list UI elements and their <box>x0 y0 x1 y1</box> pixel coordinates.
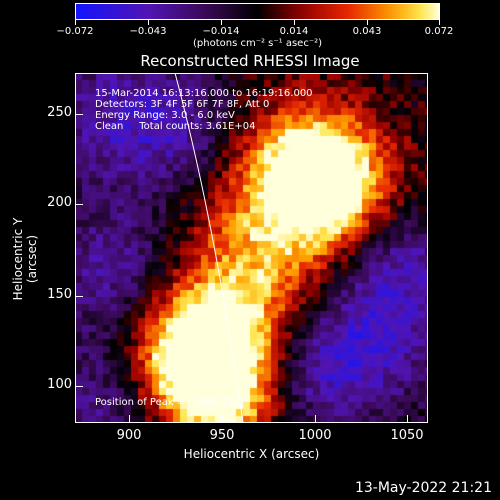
x-tick <box>129 415 130 423</box>
x-tick <box>222 415 223 423</box>
y-tick-label: 100 <box>47 377 72 392</box>
colorbar-tick <box>294 20 295 25</box>
image-title: Reconstructed RHESSI Image <box>140 52 360 70</box>
peak-position: Position of Peak = [1008,212] <box>95 397 244 408</box>
y-tick-label: 150 <box>47 287 72 302</box>
info-detectors: Detectors: 3F 4F 5F 6F 7F 8F, Att 0 <box>95 99 270 110</box>
solar-image <box>75 73 428 423</box>
y-axis-label: Heliocentric Y (arcsec) <box>11 217 39 301</box>
colorbar-tick-label: −0.014 <box>202 26 240 37</box>
colorbar-tick <box>439 20 440 25</box>
info-energy-range: Energy Range: 3.0 - 6.0 keV <box>95 110 235 121</box>
x-axis-label: Heliocentric X (arcsec) <box>183 447 320 461</box>
y-tick <box>75 204 83 205</box>
info-time-range: 15-Mar-2014 16:13:16.000 to 16:19:16.000 <box>95 88 313 99</box>
colorbar-tick <box>148 20 149 25</box>
colorbar-tick-label: 0.043 <box>352 26 382 37</box>
colorbar-unit: (photons cm⁻² s⁻¹ asec⁻²) <box>192 38 323 49</box>
info-total-counts: Clean Total counts: 3.61E+04 <box>95 121 256 132</box>
colorbar-tick <box>75 20 76 25</box>
colorbar-tick <box>367 20 368 25</box>
y-tick <box>75 296 83 297</box>
x-tick-label: 950 <box>209 428 235 443</box>
y-tick-label: 200 <box>47 195 72 210</box>
x-tick <box>315 415 316 423</box>
colorbar-tick-label: 0.072 <box>424 26 454 37</box>
x-tick-label: 1000 <box>298 428 332 443</box>
x-tick-label: 1050 <box>390 428 424 443</box>
y-tick <box>75 386 83 387</box>
colorbar-tick-label: −0.072 <box>56 26 94 37</box>
colorbar-tick-label: 0.014 <box>279 26 309 37</box>
colorbar-tick-label: −0.043 <box>129 26 167 37</box>
y-tick-label: 250 <box>47 105 72 120</box>
x-tick <box>407 415 408 423</box>
plot-date: 13-May-2022 21:21 <box>354 480 492 496</box>
limb-curve <box>174 73 244 423</box>
colorbar <box>75 3 440 20</box>
y-tick <box>75 114 83 115</box>
x-tick-label: 900 <box>116 428 142 443</box>
colorbar-tick <box>221 20 222 25</box>
